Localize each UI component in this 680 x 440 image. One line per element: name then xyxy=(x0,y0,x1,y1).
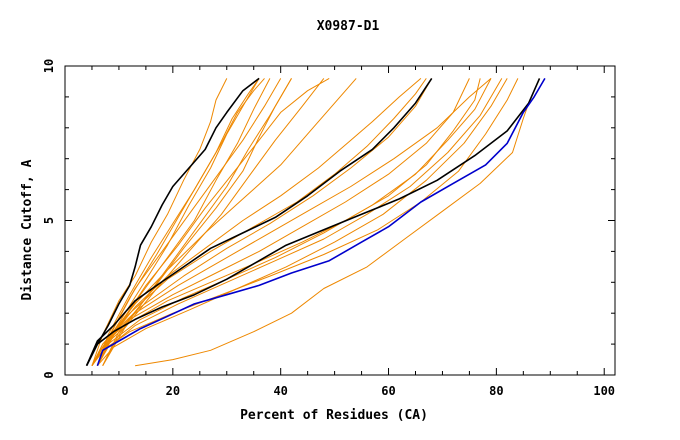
series-line-orange-02 xyxy=(96,78,260,366)
chart-title: X0987-D1 xyxy=(317,19,380,34)
y-axis-label: Distance Cutoff, A xyxy=(20,159,35,300)
y-tick-label: 0 xyxy=(42,371,56,378)
series-line-orange-15 xyxy=(91,78,470,366)
series-line-black-3 xyxy=(85,78,541,367)
series-line-orange-07 xyxy=(102,78,292,366)
x-tick-label: 20 xyxy=(166,384,180,398)
x-tick-label: 0 xyxy=(61,384,68,398)
series-line-orange-01 xyxy=(91,78,228,366)
series-line-orange-20 xyxy=(97,78,508,367)
series-line-orange-10 xyxy=(102,78,325,366)
x-tick-label: 40 xyxy=(273,384,287,398)
series-line-blue xyxy=(96,77,546,366)
x-tick-label: 100 xyxy=(593,384,615,398)
series-line-orange-19 xyxy=(91,78,519,366)
series-line-orange-11 xyxy=(91,78,357,366)
ticks-layer: 0 20 40 60 80 100 0 5 10 xyxy=(42,59,615,398)
x-tick-label: 60 xyxy=(381,384,395,398)
y-tick-label: 10 xyxy=(42,59,56,73)
series-line-black-2 xyxy=(85,77,433,367)
series-line-orange-17 xyxy=(91,78,492,366)
x-tick-label: 80 xyxy=(489,384,503,398)
series-layer xyxy=(85,77,546,367)
y-tick-label: 5 xyxy=(42,217,56,224)
series-line-orange-04 xyxy=(96,78,260,366)
series-line-orange-14 xyxy=(91,78,433,366)
x-axis-label: Percent of Residues (CA) xyxy=(240,408,428,423)
series-line-orange-13 xyxy=(91,78,427,366)
series-line-black-1 xyxy=(85,77,260,367)
series-line-orange-22 xyxy=(96,78,492,366)
series-line-orange-21 xyxy=(135,78,540,367)
series-line-orange-12 xyxy=(96,78,422,366)
series-line-orange-09 xyxy=(96,77,330,366)
series-line-orange-18 xyxy=(96,78,503,366)
plot-frame xyxy=(64,65,616,376)
series-line-orange-06 xyxy=(96,78,282,366)
